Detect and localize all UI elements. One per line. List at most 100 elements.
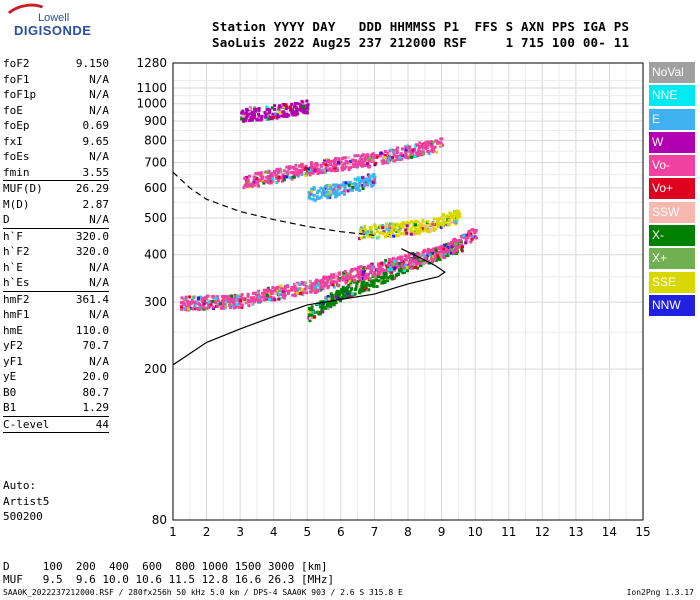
echo-point [197,296,201,300]
echo-point [447,223,451,227]
echo-point [398,269,402,273]
echo-point [395,148,399,152]
echo-point [362,181,366,185]
echo-point [419,223,423,227]
echo-point [291,293,295,297]
echo-point [360,157,364,161]
echo-point [290,288,294,292]
echo-point [414,259,418,263]
echo-point [444,247,448,251]
echo-point [349,159,353,163]
echo-point [473,229,477,233]
echo-point [433,145,437,149]
echo-point [326,196,330,200]
echo-point [207,305,211,309]
echo-point [251,291,255,295]
echo-point [394,234,398,238]
param-value: N/A [89,308,109,321]
param-label: foEp [3,119,30,132]
echo-point [331,190,335,194]
echo-point [450,245,454,249]
echo-point [431,252,435,256]
echo-point [371,152,375,156]
echo-point [405,231,409,235]
echo-point [335,189,339,193]
echo-point [439,141,443,145]
echo-point [373,226,377,230]
echo-point [460,243,464,247]
echo-point [380,275,384,279]
echo-point [242,116,246,120]
echo-point [383,149,387,153]
echo-point [416,252,420,256]
echo-point [378,271,382,275]
echo-point [315,195,319,199]
echo-point [382,272,386,276]
echo-point [214,296,218,300]
echo-point [409,230,413,234]
echo-point [301,165,305,169]
echo-point [431,259,435,263]
echo-point [299,171,303,175]
echo-point [271,177,275,181]
echo-point [362,226,366,230]
echo-point [326,295,330,299]
echo-point [333,166,337,170]
echo-point [419,150,423,154]
param-row: foEs N/A [3,149,109,165]
echo-point [214,301,218,305]
echo-point [246,298,250,302]
echo-point [361,153,365,157]
param-label: hmE [3,323,23,337]
echo-point [203,296,207,300]
echo-point [192,295,196,299]
echo-point [328,195,332,199]
x-tick-label: 4 [270,525,278,539]
param-label: B0 [3,385,17,399]
echo-point [184,305,188,309]
echo-point [382,280,386,284]
echo-point [385,225,389,229]
echo-point [439,251,443,255]
echo-point [304,173,308,177]
echo-point [422,223,426,227]
param-value: N/A [89,276,109,289]
echo-point [348,188,352,192]
param-label: hmF1 [3,308,30,321]
echo-point [257,295,261,299]
echo-point [354,187,358,191]
echo-point [386,233,390,237]
echo-point [182,301,186,305]
param-row: D N/A [3,212,109,228]
echo-point [332,275,336,279]
echo-point [436,252,440,256]
echo-point [412,259,416,263]
echo-point [287,289,291,293]
echo-point [285,115,289,119]
echo-point [454,244,458,248]
echo-point [283,114,287,118]
echo-point [361,160,365,164]
param-row: foF1p N/A [3,87,109,103]
echo-point [338,290,342,294]
echo-point [251,111,255,115]
echo-point [276,112,280,116]
echo-point [319,300,323,304]
echo-point [382,261,386,265]
echo-point [337,193,341,197]
echo-point [216,304,220,308]
echo-point [246,180,250,184]
echo-point [354,154,358,158]
param-row: yE 20.0 [3,369,109,385]
echo-point [469,232,473,236]
param-value: 0.69 [82,119,110,132]
echo-point [358,286,362,290]
echo-point [399,258,403,262]
y-tick-label: 400 [144,248,167,262]
echo-point [420,253,424,257]
echo-point [356,176,360,180]
echo-point [467,230,471,234]
echo-point [371,180,375,184]
echo-point [421,220,425,224]
echo-point [281,179,285,183]
